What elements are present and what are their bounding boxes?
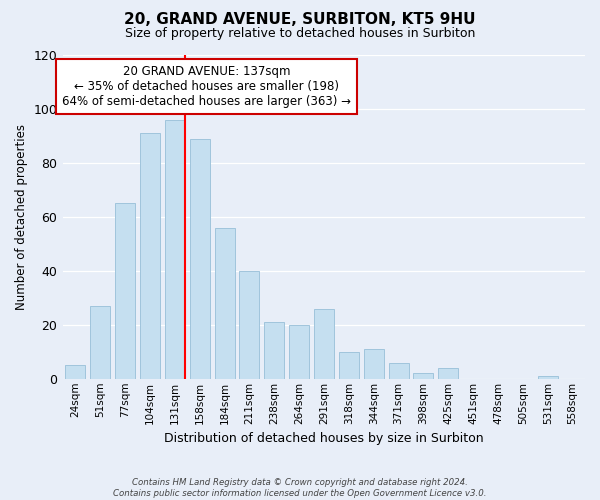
Bar [91, 306, 110, 379]
Bar [265, 322, 284, 379]
Bar [314, 308, 334, 379]
Text: Size of property relative to detached houses in Surbiton: Size of property relative to detached ho… [125, 28, 475, 40]
Bar [215, 228, 235, 379]
Bar [165, 120, 185, 379]
Bar [289, 325, 309, 379]
Text: 20 GRAND AVENUE: 137sqm
← 35% of detached houses are smaller (198)
64% of semi-d: 20 GRAND AVENUE: 137sqm ← 35% of detache… [62, 64, 351, 108]
Bar [538, 376, 557, 379]
Y-axis label: Number of detached properties: Number of detached properties [15, 124, 28, 310]
Bar [364, 349, 383, 379]
Bar [115, 204, 135, 379]
Text: Contains HM Land Registry data © Crown copyright and database right 2024.
Contai: Contains HM Land Registry data © Crown c… [113, 478, 487, 498]
Bar [239, 271, 259, 379]
X-axis label: Distribution of detached houses by size in Surbiton: Distribution of detached houses by size … [164, 432, 484, 445]
Text: 20, GRAND AVENUE, SURBITON, KT5 9HU: 20, GRAND AVENUE, SURBITON, KT5 9HU [124, 12, 476, 28]
Bar [389, 362, 409, 379]
Bar [413, 374, 433, 379]
Bar [439, 368, 458, 379]
Bar [65, 366, 85, 379]
Bar [190, 138, 209, 379]
Bar [140, 133, 160, 379]
Bar [339, 352, 359, 379]
